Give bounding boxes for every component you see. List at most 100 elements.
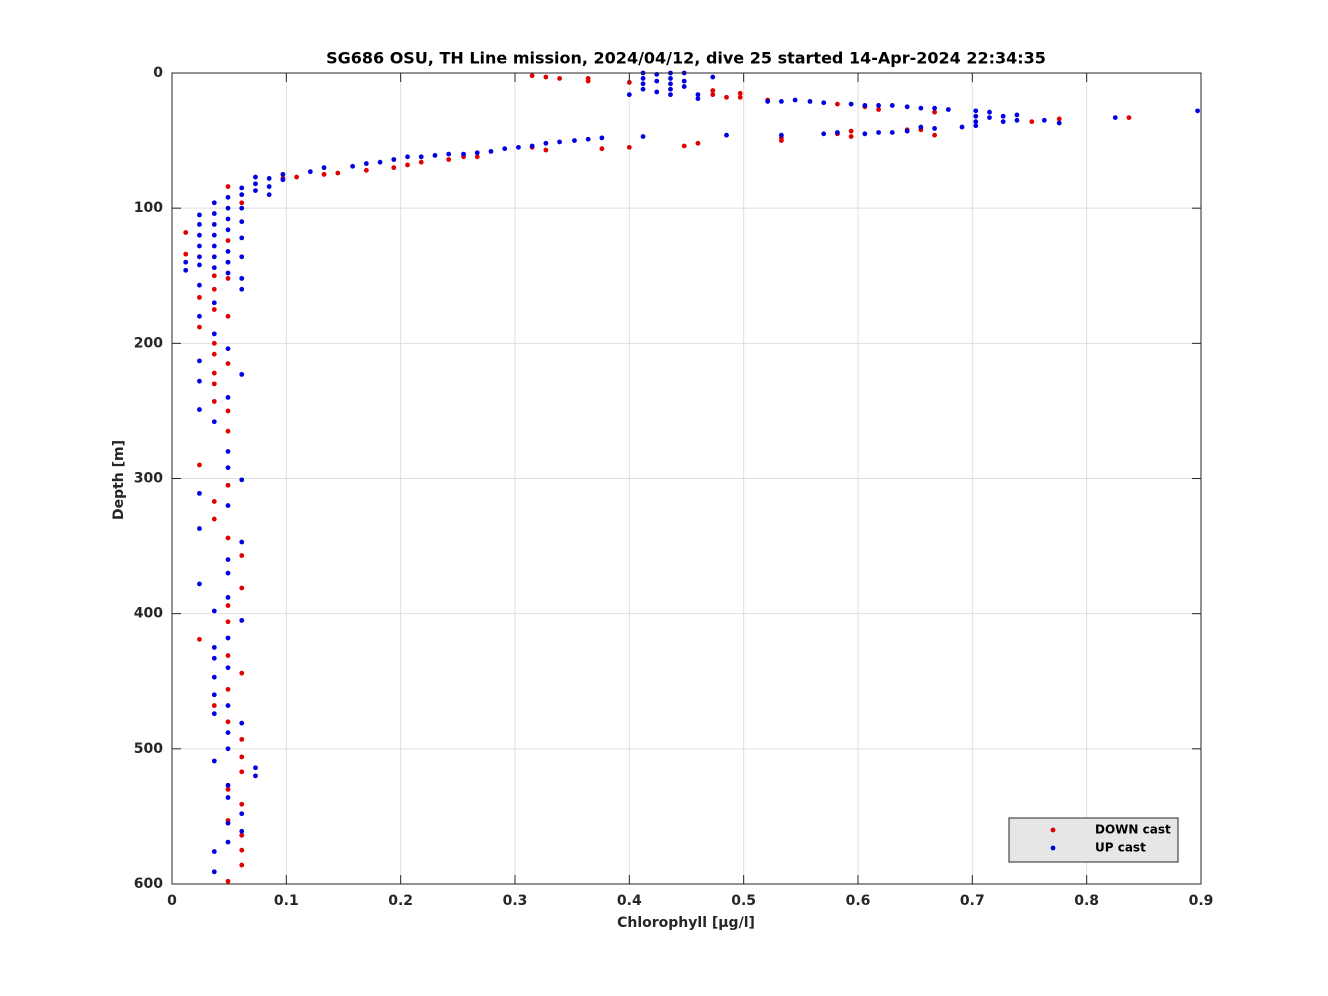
data-point xyxy=(197,490,202,496)
data-point xyxy=(266,184,272,189)
data-point xyxy=(211,869,217,875)
data-point xyxy=(640,134,646,139)
data-point xyxy=(654,78,660,84)
data-point xyxy=(211,200,217,206)
data-point xyxy=(211,254,217,260)
data-point xyxy=(640,81,646,87)
data-point xyxy=(668,81,673,87)
data-point xyxy=(225,878,231,884)
data-point xyxy=(681,143,687,149)
data-point xyxy=(239,219,245,225)
data-point xyxy=(973,108,979,114)
data-point xyxy=(225,346,231,352)
data-point xyxy=(695,92,701,98)
data-point xyxy=(183,267,189,273)
data-point xyxy=(225,408,231,414)
data-point xyxy=(640,86,646,92)
data-point xyxy=(211,286,217,292)
data-point xyxy=(197,282,202,288)
data-point xyxy=(197,581,202,587)
data-point xyxy=(225,216,231,222)
data-point xyxy=(724,94,729,100)
data-point xyxy=(668,86,673,92)
data-point xyxy=(391,157,397,162)
data-point xyxy=(211,340,217,346)
y-tick-label: 0 xyxy=(153,65,163,81)
data-point xyxy=(848,134,854,139)
data-point xyxy=(724,132,729,138)
data-point xyxy=(862,103,868,108)
data-point xyxy=(1126,115,1132,121)
data-point xyxy=(821,100,827,106)
data-point xyxy=(280,171,286,177)
data-point xyxy=(321,165,327,171)
data-point xyxy=(529,73,535,79)
data-point xyxy=(239,553,245,558)
data-point xyxy=(1000,119,1006,125)
data-point xyxy=(197,313,202,319)
y-tick-label: 500 xyxy=(134,741,163,757)
data-point xyxy=(253,188,258,193)
data-point xyxy=(239,200,245,206)
data-point xyxy=(889,103,895,108)
chart-title: SG686 OSU, TH Line mission, 2024/04/12, … xyxy=(326,49,1046,68)
data-point xyxy=(918,105,924,111)
data-point xyxy=(197,378,202,384)
data-point xyxy=(585,136,591,142)
data-point xyxy=(211,370,217,376)
data-point xyxy=(211,232,217,238)
data-point xyxy=(211,351,217,357)
data-point xyxy=(197,294,202,300)
data-point xyxy=(225,482,231,488)
marks xyxy=(183,70,1200,884)
data-point xyxy=(432,153,438,158)
data-point xyxy=(1000,113,1006,119)
data-point xyxy=(225,276,231,281)
data-point xyxy=(488,148,494,154)
data-point xyxy=(225,839,231,845)
x-tick-label: 0.5 xyxy=(731,893,756,909)
data-point xyxy=(225,205,231,211)
data-point xyxy=(1056,116,1062,122)
data-point xyxy=(848,101,854,107)
data-point xyxy=(835,130,840,135)
data-point xyxy=(211,381,217,387)
data-point xyxy=(239,286,245,292)
legend-marker xyxy=(1050,845,1056,851)
data-point xyxy=(225,428,231,434)
data-point xyxy=(239,801,245,807)
data-point xyxy=(239,618,245,623)
data-point xyxy=(225,746,231,752)
data-point xyxy=(225,570,231,576)
x-tick-label: 0 xyxy=(167,893,177,909)
data-point xyxy=(211,243,217,249)
data-point xyxy=(862,131,868,137)
data-point xyxy=(211,711,217,717)
x-tick-label: 0.7 xyxy=(960,893,985,909)
data-point xyxy=(211,692,217,698)
data-point xyxy=(363,167,369,173)
data-point xyxy=(211,419,217,425)
data-point xyxy=(225,786,231,792)
data-point xyxy=(599,135,605,141)
data-point xyxy=(239,585,245,591)
data-point xyxy=(266,176,272,181)
data-point xyxy=(225,686,231,692)
data-point xyxy=(932,109,938,115)
data-point xyxy=(225,782,231,788)
legend-text: DOWN cast xyxy=(1095,823,1171,837)
data-point xyxy=(502,146,508,152)
data-point xyxy=(626,144,632,150)
data-point xyxy=(239,720,245,726)
data-point xyxy=(225,184,231,189)
data-point xyxy=(1029,119,1035,125)
data-point xyxy=(543,74,549,80)
data-point xyxy=(211,703,217,708)
data-point xyxy=(543,140,549,146)
data-point xyxy=(377,159,383,165)
data-point xyxy=(211,516,217,522)
data-point xyxy=(294,174,300,180)
data-point xyxy=(225,313,231,319)
data-point xyxy=(239,670,245,676)
data-point xyxy=(225,703,231,708)
